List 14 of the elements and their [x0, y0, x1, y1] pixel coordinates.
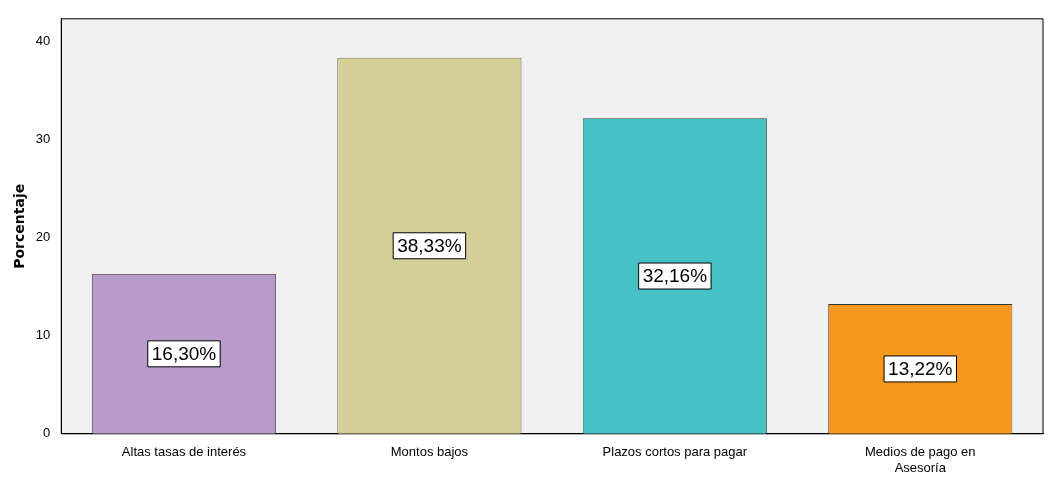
x-tick-label: Altas tasas de interés	[121, 444, 247, 460]
y-axis-title: Porcentaje	[11, 183, 28, 269]
x-tick-label: Montos bajos	[390, 444, 469, 460]
data-label: 16,30%	[151, 343, 217, 365]
y-tick-label: 40	[35, 32, 51, 48]
x-tick-label: Plazos cortos para pagar	[602, 444, 748, 460]
data-label: 38,33%	[397, 235, 462, 257]
y-tick-label: 20	[35, 229, 51, 245]
y-tick-label: 30	[35, 131, 51, 147]
y-tick-label: 0	[43, 425, 51, 441]
x-tick-label: Medios de pago en Asesoría	[864, 444, 976, 475]
data-label: 32,16%	[642, 265, 708, 287]
y-tick-label: 10	[35, 327, 51, 343]
data-label: 13,22%	[888, 358, 953, 380]
